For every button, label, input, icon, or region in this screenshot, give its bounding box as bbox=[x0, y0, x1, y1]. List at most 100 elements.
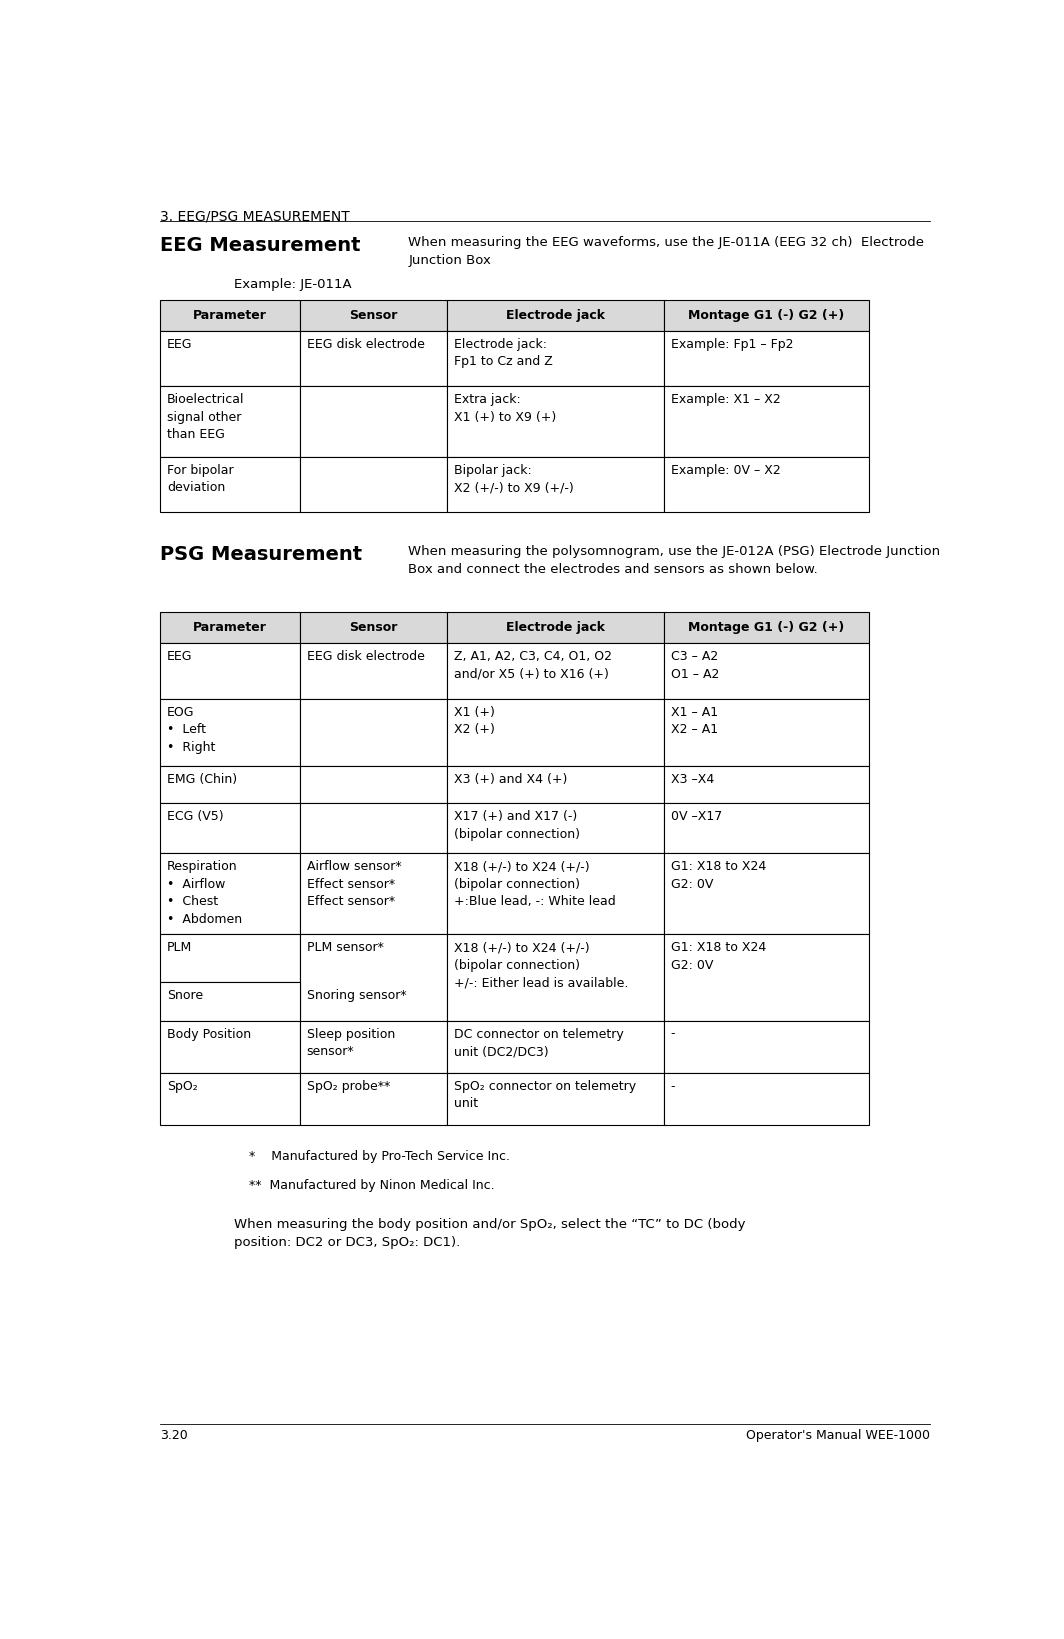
Text: G1: X18 to X24
G2: 0V: G1: X18 to X24 G2: 0V bbox=[670, 860, 766, 892]
Text: EMG (Chin): EMG (Chin) bbox=[167, 774, 237, 787]
Text: X1 (+)
X2 (+): X1 (+) X2 (+) bbox=[454, 706, 495, 736]
Bar bbox=[664, 698, 869, 767]
Text: DC connector on telemetry
unit (DC2/DC3): DC connector on telemetry unit (DC2/DC3) bbox=[454, 1028, 624, 1059]
Bar bbox=[664, 854, 869, 934]
Text: Operator's Manual WEE-1000: Operator's Manual WEE-1000 bbox=[747, 1429, 931, 1442]
Bar bbox=[447, 1074, 664, 1126]
Bar bbox=[300, 300, 447, 331]
Bar bbox=[664, 387, 869, 457]
Text: -: - bbox=[670, 1080, 676, 1093]
Text: Example: Fp1 – Fp2: Example: Fp1 – Fp2 bbox=[670, 338, 794, 351]
Bar bbox=[160, 1074, 300, 1126]
Text: Sensor: Sensor bbox=[349, 621, 398, 634]
Bar bbox=[664, 613, 869, 642]
Bar bbox=[447, 613, 664, 642]
Bar bbox=[160, 1021, 300, 1074]
Bar bbox=[664, 934, 869, 1021]
Text: Respiration
•  Airflow
•  Chest
•  Abdomen: Respiration • Airflow • Chest • Abdomen bbox=[167, 860, 243, 926]
Text: Example: X1 – X2: Example: X1 – X2 bbox=[670, 393, 781, 406]
Text: When measuring the polysomnogram, use the JE-012A (PSG) Electrode Junction
Box a: When measuring the polysomnogram, use th… bbox=[409, 544, 941, 575]
Bar bbox=[160, 331, 300, 387]
Bar bbox=[447, 934, 664, 1021]
Text: Bioelectrical
signal other
than EEG: Bioelectrical signal other than EEG bbox=[167, 393, 245, 441]
Bar bbox=[160, 982, 300, 1021]
Bar bbox=[160, 387, 300, 457]
Bar bbox=[300, 613, 447, 642]
Bar bbox=[447, 457, 664, 513]
Text: ECG (V5): ECG (V5) bbox=[167, 810, 223, 823]
Text: For bipolar
deviation: For bipolar deviation bbox=[167, 464, 234, 495]
Text: PLM sensor*: PLM sensor* bbox=[306, 941, 383, 954]
Text: X1 – A1
X2 – A1: X1 – A1 X2 – A1 bbox=[670, 706, 718, 736]
Bar bbox=[160, 457, 300, 513]
Text: X3 –X4: X3 –X4 bbox=[670, 774, 714, 787]
Text: SpO₂: SpO₂ bbox=[167, 1080, 198, 1093]
Bar bbox=[300, 331, 447, 387]
Bar bbox=[447, 642, 664, 698]
Text: EEG Measurement: EEG Measurement bbox=[160, 236, 361, 256]
Bar bbox=[447, 698, 664, 767]
Bar bbox=[664, 642, 869, 698]
Bar bbox=[664, 803, 869, 854]
Bar bbox=[300, 457, 447, 513]
Text: SpO₂ probe**: SpO₂ probe** bbox=[306, 1080, 389, 1093]
Text: Airflow sensor*
Effect sensor*
Effect sensor*: Airflow sensor* Effect sensor* Effect se… bbox=[306, 860, 401, 908]
Text: EEG disk electrode: EEG disk electrode bbox=[306, 651, 425, 664]
Text: PSG Measurement: PSG Measurement bbox=[160, 544, 362, 564]
Bar bbox=[300, 1074, 447, 1126]
Text: SpO₂ connector on telemetry
unit: SpO₂ connector on telemetry unit bbox=[454, 1080, 636, 1110]
Bar bbox=[447, 1021, 664, 1074]
Bar bbox=[300, 1021, 447, 1074]
Text: Example: 0V – X2: Example: 0V – X2 bbox=[670, 464, 781, 477]
Bar bbox=[447, 767, 664, 803]
Text: X17 (+) and X17 (-)
(bipolar connection): X17 (+) and X17 (-) (bipolar connection) bbox=[454, 810, 580, 841]
Text: Parameter: Parameter bbox=[193, 308, 267, 321]
Text: PLM: PLM bbox=[167, 941, 193, 954]
Text: Parameter: Parameter bbox=[193, 621, 267, 634]
Bar bbox=[447, 300, 664, 331]
Bar bbox=[300, 803, 447, 854]
Text: Montage G1 (-) G2 (+): Montage G1 (-) G2 (+) bbox=[688, 308, 845, 321]
Text: Extra jack:
X1 (+) to X9 (+): Extra jack: X1 (+) to X9 (+) bbox=[454, 393, 556, 423]
Bar bbox=[300, 767, 447, 803]
Bar bbox=[160, 767, 300, 803]
Bar bbox=[160, 698, 300, 767]
Text: Bipolar jack:
X2 (+/-) to X9 (+/-): Bipolar jack: X2 (+/-) to X9 (+/-) bbox=[454, 464, 573, 495]
Text: G1: X18 to X24
G2: 0V: G1: X18 to X24 G2: 0V bbox=[670, 941, 766, 972]
Bar bbox=[664, 300, 869, 331]
Bar bbox=[160, 803, 300, 854]
Text: EEG: EEG bbox=[167, 338, 193, 351]
Text: Electrode jack: Electrode jack bbox=[505, 308, 604, 321]
Text: EEG disk electrode: EEG disk electrode bbox=[306, 338, 425, 351]
Bar bbox=[447, 331, 664, 387]
Text: X18 (+/-) to X24 (+/-)
(bipolar connection)
+/-: Either lead is available.: X18 (+/-) to X24 (+/-) (bipolar connecti… bbox=[454, 941, 628, 990]
Text: 0V –X17: 0V –X17 bbox=[670, 810, 722, 823]
Bar bbox=[664, 457, 869, 513]
Bar bbox=[664, 1074, 869, 1126]
Bar bbox=[664, 331, 869, 387]
Bar bbox=[300, 934, 447, 1021]
Text: **  Manufactured by Ninon Medical Inc.: ** Manufactured by Ninon Medical Inc. bbox=[249, 1178, 495, 1192]
Text: EOG
•  Left
•  Right: EOG • Left • Right bbox=[167, 706, 216, 754]
Bar bbox=[300, 642, 447, 698]
Bar bbox=[664, 767, 869, 803]
Text: Body Position: Body Position bbox=[167, 1028, 251, 1041]
Bar bbox=[300, 698, 447, 767]
Text: 3.20: 3.20 bbox=[160, 1429, 188, 1442]
Bar bbox=[664, 1021, 869, 1074]
Text: *    Manufactured by Pro-Tech Service Inc.: * Manufactured by Pro-Tech Service Inc. bbox=[249, 1151, 511, 1164]
Text: EEG: EEG bbox=[167, 651, 193, 664]
Text: Electrode jack: Electrode jack bbox=[505, 621, 604, 634]
Text: Sleep position
sensor*: Sleep position sensor* bbox=[306, 1028, 395, 1059]
Text: Sensor: Sensor bbox=[349, 308, 398, 321]
Text: When measuring the body position and/or SpO₂, select the “TC” to DC (body
positi: When measuring the body position and/or … bbox=[234, 1218, 745, 1249]
Text: Electrode jack:
Fp1 to Cz and Z: Electrode jack: Fp1 to Cz and Z bbox=[454, 338, 552, 369]
Text: Snoring sensor*: Snoring sensor* bbox=[306, 988, 406, 1001]
Text: X18 (+/-) to X24 (+/-)
(bipolar connection)
+:Blue lead, -: White lead: X18 (+/-) to X24 (+/-) (bipolar connecti… bbox=[454, 860, 616, 908]
Text: 3. EEG/PSG MEASUREMENT: 3. EEG/PSG MEASUREMENT bbox=[160, 210, 350, 225]
Bar bbox=[160, 934, 300, 982]
Bar bbox=[160, 613, 300, 642]
Bar bbox=[447, 387, 664, 457]
Bar bbox=[447, 854, 664, 934]
Text: C3 – A2
O1 – A2: C3 – A2 O1 – A2 bbox=[670, 651, 719, 680]
